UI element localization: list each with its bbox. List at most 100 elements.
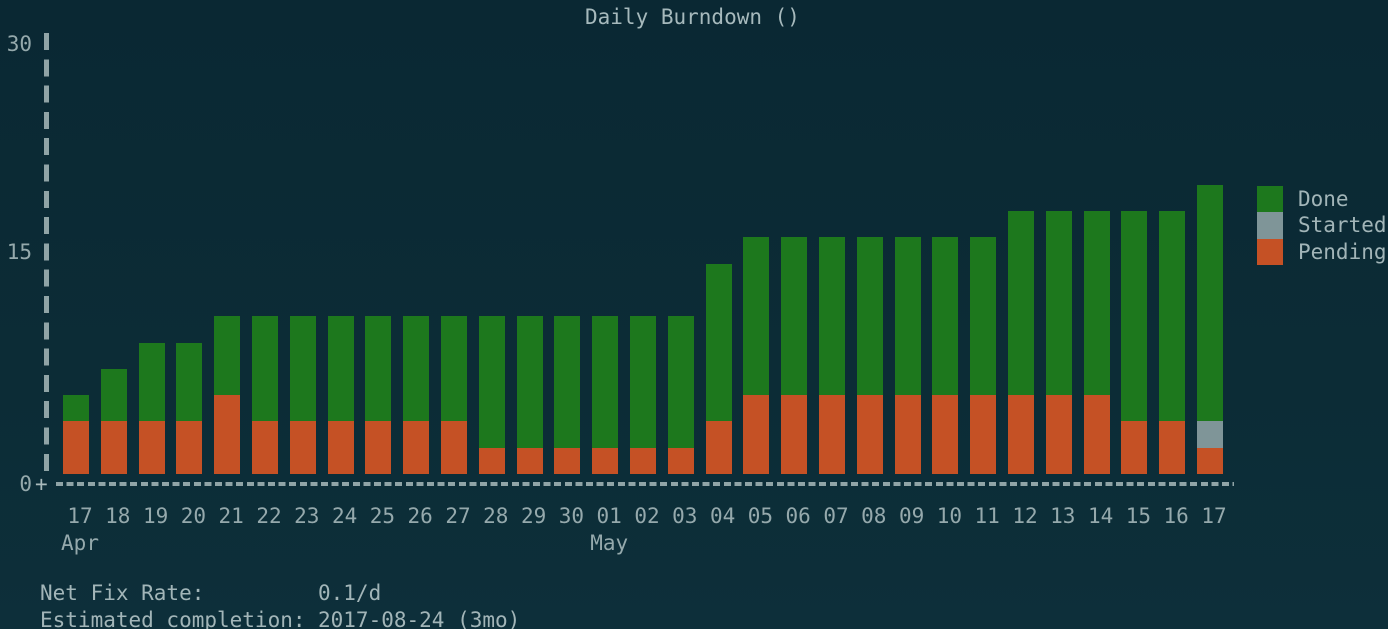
stacked-bar-09 bbox=[894, 237, 921, 474]
bar-segment-pending bbox=[781, 395, 808, 474]
bar-segment-done bbox=[856, 237, 883, 396]
x-tick-label: 02 bbox=[634, 504, 660, 528]
net-fix-rate-row: Net Fix Rate: 0.1/d bbox=[40, 580, 520, 607]
month-label-apr: Apr bbox=[61, 531, 99, 555]
legend-label-done: Done bbox=[1298, 187, 1349, 211]
x-tick-label: 01 bbox=[596, 504, 622, 528]
stacked-bar-20 bbox=[176, 342, 203, 475]
x-tick-label: 19 bbox=[142, 504, 169, 528]
stacked-bar-26 bbox=[403, 316, 430, 474]
bar-segment-done bbox=[705, 263, 732, 422]
net-fix-rate-label: Net Fix Rate: bbox=[40, 581, 205, 605]
bar-segment-done bbox=[894, 237, 921, 396]
legend: Done Started Pending bbox=[1257, 186, 1387, 265]
stacked-bar-05 bbox=[743, 237, 770, 474]
stacked-bar-14 bbox=[1083, 211, 1110, 474]
stacked-bar-29 bbox=[516, 316, 543, 474]
legend-swatch-done bbox=[1257, 186, 1283, 213]
stacked-bar-12 bbox=[1008, 211, 1034, 474]
bar-segment-pending bbox=[478, 447, 505, 474]
x-tick-label: 17 bbox=[1201, 504, 1227, 528]
legend-swatch-started bbox=[1257, 212, 1283, 239]
x-axis-line bbox=[56, 482, 1234, 486]
bar-segment-pending bbox=[630, 447, 656, 474]
stacked-bar-17 bbox=[63, 395, 89, 474]
stacked-bar-27 bbox=[441, 316, 467, 474]
stacked-bar-24 bbox=[327, 316, 354, 474]
bar-segment-done bbox=[554, 316, 581, 448]
bar-segment-done bbox=[970, 237, 997, 396]
stacked-bar-28 bbox=[478, 316, 505, 474]
x-tick-label: 16 bbox=[1163, 504, 1189, 528]
x-tick-label: 27 bbox=[445, 504, 471, 528]
bar-segment-done bbox=[1197, 184, 1223, 422]
x-tick-label: 06 bbox=[785, 504, 811, 528]
bar-segment-done bbox=[365, 316, 392, 422]
y-tick-label-30: 30 bbox=[6, 32, 32, 56]
x-tick-label: 30 bbox=[558, 504, 585, 528]
x-tick-label: 20 bbox=[180, 504, 207, 528]
stacked-bar-18 bbox=[100, 368, 127, 474]
bar-segment-pending bbox=[932, 395, 959, 474]
bar-segment-done bbox=[667, 316, 694, 448]
bar-segment-pending bbox=[554, 447, 581, 474]
x-tick-label: 05 bbox=[747, 504, 774, 528]
bar-segment-pending bbox=[365, 421, 392, 474]
bar-segment-pending bbox=[63, 421, 89, 474]
bar-segment-pending bbox=[1008, 395, 1034, 474]
legend-row-pending: Pending bbox=[1257, 238, 1387, 265]
bar-segment-done bbox=[100, 368, 127, 422]
stacked-bar-11 bbox=[970, 237, 997, 474]
bar-segment-done bbox=[214, 316, 241, 396]
x-tick-label: 07 bbox=[823, 504, 849, 528]
y-axis-line bbox=[44, 33, 49, 475]
x-tick-label: 13 bbox=[1050, 504, 1076, 528]
stacked-bar-30 bbox=[554, 316, 581, 474]
bar-segment-done bbox=[1045, 211, 1072, 396]
bar-segment-done bbox=[781, 237, 808, 396]
footer-stats: Net Fix Rate: 0.1/d Estimated completion:… bbox=[40, 580, 520, 629]
x-tick-label: 11 bbox=[974, 504, 1000, 528]
bar-segment-done bbox=[1008, 211, 1034, 396]
bar-segment-pending bbox=[176, 421, 203, 474]
stacked-bar-15 bbox=[1121, 211, 1148, 474]
legend-label-pending: Pending bbox=[1298, 239, 1387, 264]
x-tick-label: 14 bbox=[1087, 504, 1114, 528]
stacked-bar-23 bbox=[289, 316, 316, 474]
legend-row-started: Started bbox=[1257, 212, 1387, 239]
x-tick-label: 10 bbox=[936, 504, 963, 528]
bar-segment-done bbox=[1083, 211, 1110, 396]
bar-segment-pending bbox=[1121, 421, 1148, 474]
stacked-bar-16 bbox=[1159, 211, 1186, 474]
x-tick-label: 26 bbox=[407, 504, 433, 528]
bar-segment-pending bbox=[403, 421, 430, 474]
bar-segment-done bbox=[478, 316, 505, 448]
stacked-bar-06 bbox=[781, 237, 808, 474]
chart-title: Daily Burndown () bbox=[585, 5, 800, 29]
x-tick-label: 03 bbox=[672, 504, 698, 528]
x-tick-label: 28 bbox=[483, 504, 509, 528]
x-tick-label: 18 bbox=[105, 504, 131, 528]
stacked-bar-07 bbox=[819, 237, 845, 474]
y-tick-label-0: 0 bbox=[19, 472, 32, 496]
x-tick-label: 17 bbox=[67, 504, 93, 528]
bar-segment-pending bbox=[592, 447, 619, 474]
estimated-completion-value: 2017-08-24 (3mo) bbox=[318, 608, 521, 629]
stacked-bar-22 bbox=[252, 316, 278, 474]
bar-segment-pending bbox=[441, 421, 467, 474]
legend-label-started: Started bbox=[1298, 213, 1387, 238]
x-tick-label: 24 bbox=[331, 504, 358, 528]
bar-segment-done bbox=[592, 316, 619, 448]
bar-segment-pending bbox=[1159, 421, 1186, 474]
bar-segment-done bbox=[1159, 211, 1186, 422]
bar-segment-done bbox=[441, 316, 467, 422]
bar-segment-pending bbox=[327, 421, 354, 474]
estimated-completion-label: Estimated completion: bbox=[40, 608, 306, 629]
stacked-bar-21 bbox=[214, 316, 241, 474]
month-label-may: May bbox=[590, 531, 629, 555]
x-tick-label: 29 bbox=[520, 504, 547, 528]
y-tick-label-15: 15 bbox=[6, 240, 32, 264]
bar-segment-pending bbox=[516, 447, 543, 474]
x-tick-label: 21 bbox=[218, 504, 244, 528]
